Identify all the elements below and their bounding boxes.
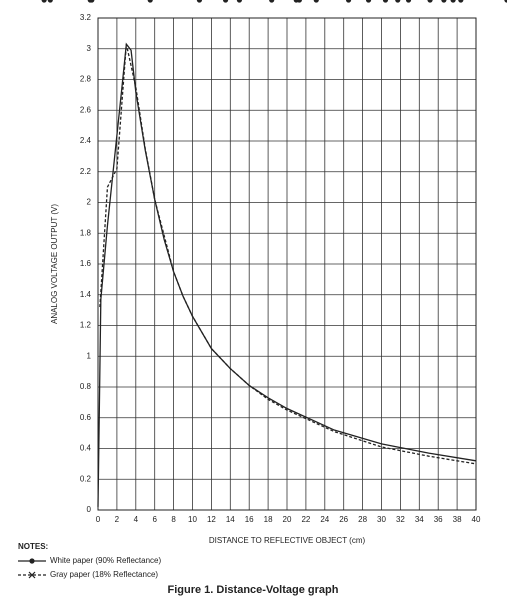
marker [222, 0, 229, 3]
marker [365, 0, 372, 3]
y-tick-label: 3.2 [80, 13, 92, 22]
y-tick-label: 1.2 [80, 321, 92, 330]
y-axis-label: ANALOG VOLTAGE OUTPUT (V) [50, 204, 59, 324]
marker [345, 0, 352, 3]
marker [47, 0, 53, 3]
series-line [99, 43, 477, 465]
y-tick-label: 0.4 [80, 444, 92, 453]
y-tick-label: 2.6 [80, 105, 92, 114]
y-tick-label: 1.8 [80, 228, 92, 237]
plot-frame [97, 17, 477, 511]
y-tick-label: 2.2 [80, 167, 92, 176]
legend-label: Gray paper (18% Reflectance) [50, 570, 158, 579]
chart-title: Figure 1. Distance-Voltage graph [168, 584, 339, 596]
marker [236, 0, 242, 3]
x-tick-label: 40 [472, 515, 481, 524]
y-tick-label: 1 [87, 351, 92, 360]
marker [41, 0, 47, 3]
y-tick-label: 2.8 [80, 75, 92, 84]
x-tick-label: 10 [188, 515, 197, 524]
marker [405, 0, 412, 3]
x-tick-label: 26 [339, 515, 348, 524]
marker [395, 0, 401, 3]
x-tick-label: 24 [320, 515, 329, 524]
x-tick-label: 6 [152, 515, 157, 524]
marker [504, 0, 507, 3]
x-tick-label: 20 [283, 515, 292, 524]
x-tick-label: 2 [115, 515, 120, 524]
marker [196, 0, 203, 3]
marker [427, 0, 433, 3]
marker [458, 0, 464, 3]
marker [441, 0, 447, 3]
x-tick-label: 16 [245, 515, 254, 524]
x-tick-label: 36 [434, 515, 443, 524]
marker [269, 0, 275, 3]
y-tick-label: 3 [87, 44, 92, 53]
x-tick-label: 22 [301, 515, 310, 524]
x-tick-label: 32 [396, 515, 405, 524]
legend-marker [29, 558, 35, 564]
marker [450, 0, 456, 3]
x-tick-label: 18 [264, 515, 273, 524]
y-tick-label: 0 [87, 505, 92, 514]
legend-marker [28, 571, 36, 579]
x-tick-label: 38 [453, 515, 462, 524]
x-tick-label: 8 [171, 515, 176, 524]
y-tick-label: 0.6 [80, 413, 92, 422]
x-tick-label: 0 [96, 515, 101, 524]
x-tick-label: 28 [358, 515, 367, 524]
y-tick-label: 1.6 [80, 259, 92, 268]
legend-label: White paper (90% Reflectance) [50, 556, 162, 565]
x-tick-label: 30 [377, 515, 386, 524]
y-tick-label: 1.4 [80, 290, 92, 299]
notes-title: NOTES: [18, 542, 48, 551]
y-tick-label: 0.2 [80, 474, 92, 483]
x-tick-label: 34 [415, 515, 424, 524]
marker [293, 0, 299, 3]
x-tick-label: 4 [134, 515, 139, 524]
marker [382, 0, 389, 3]
y-tick-label: 2.4 [80, 136, 92, 145]
marker [313, 0, 319, 3]
y-tick-label: 0.8 [80, 382, 92, 391]
marker [89, 0, 95, 3]
marker [147, 0, 153, 3]
x-tick-label: 14 [226, 515, 235, 524]
x-axis-label: DISTANCE TO REFLECTIVE OBJECT (cm) [209, 536, 366, 545]
y-tick-label: 2 [87, 198, 92, 207]
x-tick-label: 12 [207, 515, 216, 524]
